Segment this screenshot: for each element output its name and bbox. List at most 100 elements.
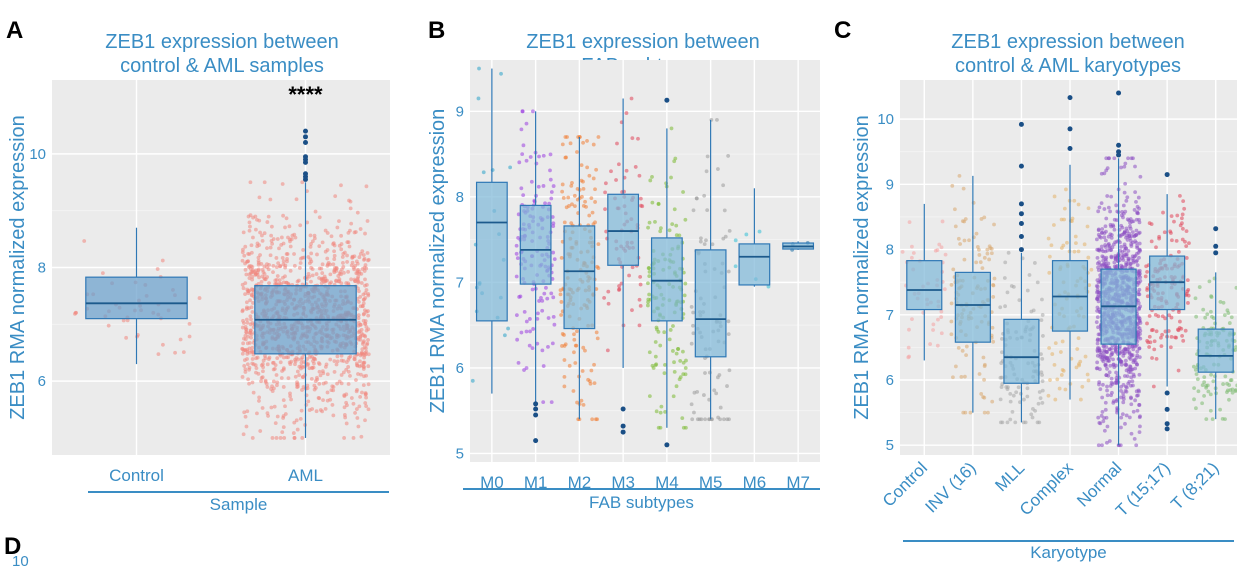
data-point <box>300 436 305 440</box>
data-point <box>247 381 251 386</box>
chart-panel-b: 5 6 7 8 9 M0 M1 M2 M3 M4 M5 M6 M7 FAB subtypes ZEB1 RM… <box>427 60 820 512</box>
data-point <box>1204 385 1209 390</box>
data-point <box>726 319 731 324</box>
data-point <box>949 301 954 306</box>
data-point <box>1180 221 1184 226</box>
data-point <box>258 429 263 433</box>
data-point <box>245 300 249 305</box>
data-point <box>983 362 987 367</box>
data-point <box>956 345 961 350</box>
box-iqr <box>519 204 552 285</box>
data-point <box>309 376 314 381</box>
data-point <box>725 384 729 388</box>
data-point <box>359 372 363 377</box>
data-point <box>604 229 609 234</box>
y-tick-label: 6 <box>886 372 894 389</box>
data-point <box>589 196 594 201</box>
data-point <box>596 266 601 270</box>
data-point <box>594 287 599 291</box>
data-point <box>691 310 696 315</box>
data-point <box>260 375 265 380</box>
data-point <box>939 331 944 336</box>
data-point <box>1126 156 1130 161</box>
data-point <box>265 362 270 367</box>
outlier-point <box>1164 172 1170 178</box>
data-point <box>1025 386 1030 391</box>
data-point <box>1154 329 1159 334</box>
data-point <box>247 276 252 281</box>
data-point <box>1006 250 1011 255</box>
data-point <box>585 139 589 143</box>
data-point <box>241 247 245 252</box>
data-point <box>271 360 276 365</box>
data-point <box>1186 287 1191 292</box>
data-point <box>1203 315 1208 320</box>
data-point <box>530 346 535 351</box>
data-point <box>1097 205 1102 210</box>
data-point <box>298 416 303 421</box>
data-point <box>943 252 948 257</box>
data-point <box>515 256 520 261</box>
data-point <box>1119 165 1123 170</box>
data-point <box>615 141 619 146</box>
data-point <box>280 256 285 260</box>
data-point <box>1061 243 1066 248</box>
data-point <box>1233 389 1237 393</box>
data-point <box>257 399 261 403</box>
data-point <box>1129 431 1134 436</box>
data-point <box>1119 395 1123 400</box>
data-point <box>552 257 557 262</box>
data-point <box>1176 250 1181 254</box>
outlier-point <box>1018 220 1024 226</box>
data-point <box>519 330 524 335</box>
data-point <box>1134 199 1138 204</box>
outlier-point <box>1067 145 1073 151</box>
data-point <box>1119 415 1124 420</box>
data-point <box>963 217 968 221</box>
data-point <box>1089 267 1094 272</box>
data-point <box>650 175 654 179</box>
data-point <box>1107 246 1112 251</box>
data-point <box>638 303 643 308</box>
data-point <box>256 371 261 376</box>
data-point <box>274 373 279 377</box>
data-point <box>672 360 676 365</box>
data-point <box>949 283 954 287</box>
data-point <box>1103 224 1108 229</box>
data-point <box>1130 379 1135 384</box>
data-point <box>251 235 255 240</box>
data-point <box>248 267 253 271</box>
data-point <box>1137 206 1141 211</box>
x-tick-label: T (15;17) <box>1112 458 1174 520</box>
data-point <box>1152 347 1157 352</box>
data-point <box>1121 391 1126 396</box>
data-point <box>318 373 323 378</box>
box-m0 <box>475 68 508 394</box>
data-point <box>1193 296 1198 301</box>
data-point <box>1120 225 1125 230</box>
data-point <box>342 270 346 275</box>
data-point <box>265 262 269 267</box>
data-point <box>284 252 289 256</box>
data-point <box>537 154 541 159</box>
data-point <box>248 340 252 345</box>
data-point <box>241 318 245 323</box>
data-point <box>1135 349 1140 354</box>
data-point <box>587 379 592 384</box>
panel-letter-a: A <box>6 17 23 44</box>
data-point <box>335 381 339 386</box>
data-point <box>1065 240 1069 245</box>
data-point <box>499 71 503 76</box>
data-point <box>295 369 300 374</box>
data-point <box>334 266 339 270</box>
data-point <box>1207 279 1212 284</box>
data-point <box>329 234 334 239</box>
data-point <box>668 328 673 332</box>
data-point <box>669 126 674 131</box>
data-point <box>1041 334 1045 338</box>
data-point <box>529 179 534 184</box>
data-point <box>346 369 351 374</box>
data-point <box>1098 387 1103 392</box>
data-point <box>350 255 355 259</box>
data-point <box>317 362 322 367</box>
